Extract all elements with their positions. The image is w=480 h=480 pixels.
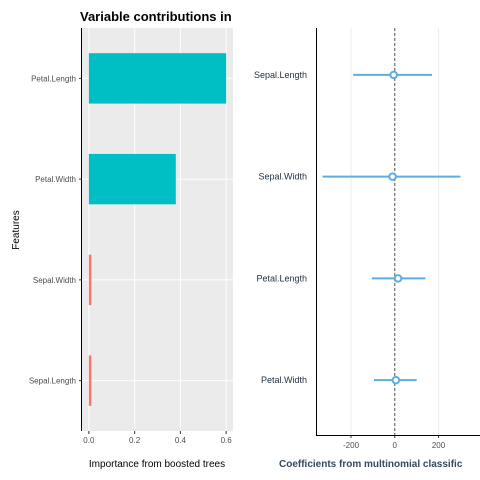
importance-x-tick-label: 0.6 [221, 436, 233, 445]
importance-bar [88, 254, 92, 306]
coefficient-point [388, 172, 397, 181]
importance-x-tick-label: 0.4 [175, 436, 187, 445]
importance-y-tick-label: Sepal.Length [29, 377, 76, 386]
importance-x-axis-label: Importance from boosted trees [89, 459, 225, 470]
coefficients-y-tick-label: Sepal.Length [254, 70, 307, 80]
coefficients-y-tick-label: Sepal.Width [258, 172, 307, 182]
importance-y-tick-label: Sepal.Width [33, 276, 76, 285]
importance-y-tick-label: Petal.Width [35, 175, 76, 184]
coefficients-x-tick-label: 200 [432, 441, 446, 450]
coefficient-point [393, 274, 403, 283]
coefficient-point [389, 70, 398, 80]
coefficients-x-axis-label: Coefficients from multinomial classific [279, 459, 463, 470]
importance-bar [88, 153, 176, 205]
importance-x-tick-label: 0.2 [129, 436, 141, 445]
importance-bar [88, 53, 227, 104]
importance-chart: Petal.Length Petal.Width Sepal.Width Sepal.… [11, 28, 233, 470]
importance-x-tick-label: 0.0 [83, 436, 95, 445]
coefficients-chart: Sepal.Length Sepal.Width Petal.Length Petal… [254, 28, 480, 470]
importance-y-axis-label: Features [11, 210, 22, 249]
coefficients-y-tick-label: Petal.Width [261, 375, 307, 385]
coefficients-y-tick-label: Petal.Length [256, 273, 307, 283]
chart-title: Variable contributions in [80, 9, 232, 24]
coefficient-point [391, 375, 401, 385]
coefficients-x-tick-label: 0 [393, 441, 398, 450]
importance-y-tick-label: Petal.Length [31, 74, 76, 83]
coefficients-x-tick-label: -200 [343, 441, 360, 450]
importance-bar [88, 355, 92, 406]
